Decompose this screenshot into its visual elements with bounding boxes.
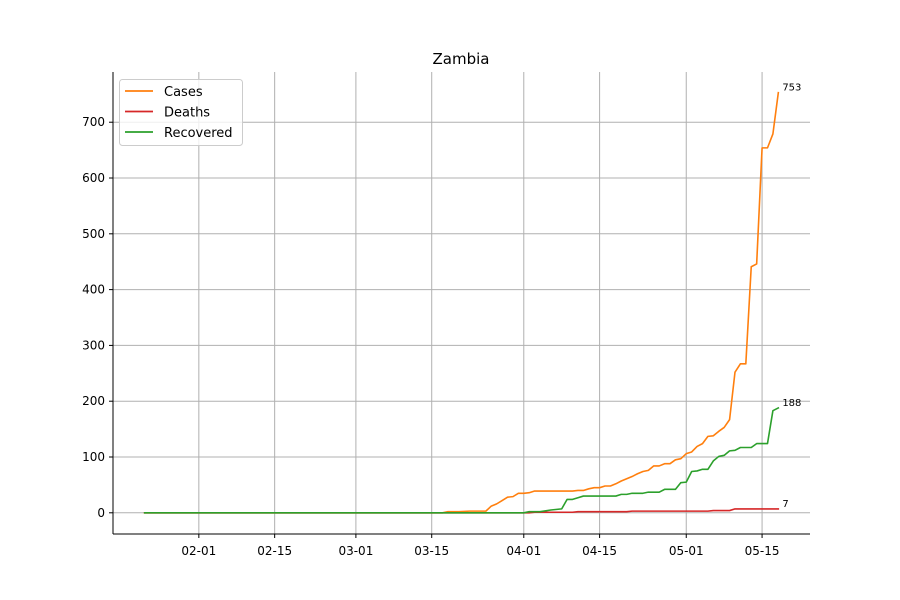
x-tick-label: 02-01 (181, 544, 216, 558)
legend-label-deaths: Deaths (164, 106, 210, 121)
end-label-deaths: 7 (782, 499, 788, 510)
x-ticks: 02-01 02-15 03-01 03-15 04-01 04-15 05-01 05-15 (181, 534, 780, 558)
y-tick-label: 600 (82, 171, 105, 185)
y-tick-label: 300 (82, 338, 105, 352)
end-label-recovered: 188 (782, 398, 801, 409)
legend-frame (119, 79, 243, 146)
series-layer (143, 91, 780, 514)
legend: Cases Deaths Recovered (119, 79, 243, 146)
y-tick-label: 400 (82, 283, 105, 297)
y-tick-label: 700 (82, 115, 105, 129)
x-tick-label: 03-15 (414, 544, 449, 558)
series-line-cases (143, 91, 780, 514)
x-tick-label: 02-15 (257, 544, 292, 558)
end-label-cases: 753 (782, 83, 801, 94)
y-tick-label: 100 (82, 450, 105, 464)
y-tick-label: 500 (82, 227, 105, 241)
series-line-recovered (143, 406, 780, 514)
y-tick-label: 0 (97, 506, 105, 520)
legend-label-recovered: Recovered (164, 126, 233, 141)
y-ticks: 0 100 200 300 400 500 600 700 (82, 115, 113, 520)
x-tick-label: 05-15 (745, 544, 780, 558)
x-tick-label: 05-01 (669, 544, 704, 558)
legend-label-cases: Cases (164, 85, 203, 100)
grid-layer (113, 72, 810, 534)
chart-title: Zambia (433, 50, 490, 68)
y-tick-label: 200 (82, 394, 105, 408)
x-tick-label: 03-01 (338, 544, 373, 558)
x-tick-label: 04-15 (582, 544, 617, 558)
end-labels: 753 7 188 (782, 83, 801, 510)
legend-entries: Cases Deaths Recovered (125, 85, 233, 141)
x-tick-label: 04-01 (506, 544, 541, 558)
